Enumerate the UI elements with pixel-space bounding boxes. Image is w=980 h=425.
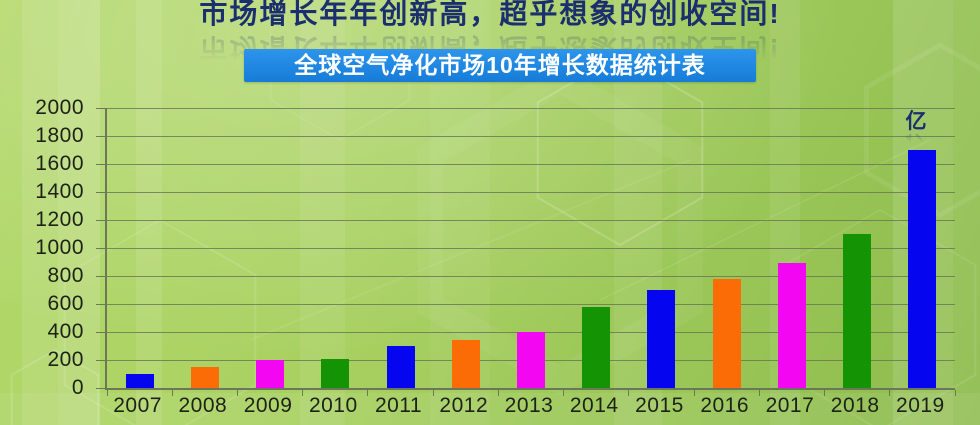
x-axis-label: 2009 xyxy=(243,394,293,417)
chart-bar-2015 xyxy=(647,290,676,388)
x-axis-tick xyxy=(302,390,304,396)
gridline xyxy=(107,275,955,277)
subtitle-banner: 全球空气净化市场10年增长数据统计表 xyxy=(244,49,756,82)
x-axis-label: 2017 xyxy=(765,394,815,417)
y-axis-tick xyxy=(96,303,105,305)
y-axis-label: 0 xyxy=(71,376,84,399)
gridline xyxy=(107,135,955,137)
x-axis-tick xyxy=(432,390,434,396)
y-axis-labels: 0 200 400 600 800 1000 1200 1400 1600 1800 2000 xyxy=(0,96,84,399)
chart-bar-2019 xyxy=(908,150,937,388)
x-axis-label: 2016 xyxy=(700,394,750,417)
gridline xyxy=(107,303,955,305)
x-axis-tick xyxy=(367,390,369,396)
x-axis-tick xyxy=(824,390,826,396)
y-axis-label: 1200 xyxy=(35,208,84,231)
chart-bar-2007 xyxy=(125,374,154,388)
chart-bar-2009 xyxy=(256,360,285,388)
y-axis-tick xyxy=(96,387,105,389)
x-axis-tick xyxy=(236,390,238,396)
gridline xyxy=(107,163,955,165)
unit-label: 亿 xyxy=(905,110,927,133)
y-axis-label: 400 xyxy=(47,320,84,343)
x-axis-tick xyxy=(497,390,499,396)
x-axis-label: 2007 xyxy=(113,394,162,417)
x-axis-label: 2015 xyxy=(635,394,684,417)
unit-label-reflection: 亿 xyxy=(905,134,927,146)
x-axis-label: 2012 xyxy=(439,394,489,417)
y-axis-tick xyxy=(96,275,105,277)
y-axis-label: 800 xyxy=(47,264,84,287)
y-axis-tick xyxy=(96,219,105,221)
bg-bottom-band xyxy=(0,393,980,425)
x-axis-tick xyxy=(106,390,108,396)
gridline xyxy=(107,107,955,109)
plot-area xyxy=(96,107,956,396)
chart-bar-2010 xyxy=(321,358,350,388)
y-axis-label: 1400 xyxy=(35,180,84,203)
x-axis-label: 2014 xyxy=(569,394,619,417)
chart-bar-2018 xyxy=(843,234,872,388)
chart-bar-2017 xyxy=(777,263,806,388)
x-axis-label: 2019 xyxy=(896,394,945,417)
x-axis-tick xyxy=(693,390,695,396)
chart-bar-2008 xyxy=(190,367,219,388)
x-axis-tick xyxy=(889,390,891,396)
gridline xyxy=(107,191,955,193)
chart-bar-2012 xyxy=(451,340,480,388)
x-axis-label: 2011 xyxy=(374,394,423,417)
y-axis-label: 1600 xyxy=(35,152,84,175)
x-axis-label: 2018 xyxy=(830,394,880,417)
x-axis-label: 2008 xyxy=(178,394,228,417)
x-axis-label: 2013 xyxy=(504,394,554,417)
x-axis-tick xyxy=(628,390,630,396)
y-axis-tick xyxy=(96,191,105,193)
x-axis-tick xyxy=(171,390,173,396)
chart-bar-2011 xyxy=(386,346,415,388)
y-axis-tick xyxy=(96,331,105,333)
x-axis-tick xyxy=(758,390,760,396)
y-axis-label: 200 xyxy=(47,348,84,371)
x-axis-tick xyxy=(954,390,956,396)
page-title: 市场增长年年创新高，超乎想象的创收空间! xyxy=(199,0,781,29)
y-axis-tick xyxy=(96,107,105,109)
gridline xyxy=(107,219,955,221)
gridline xyxy=(107,247,955,249)
y-axis-label: 1800 xyxy=(35,124,84,147)
y-axis-label: 2000 xyxy=(35,96,84,119)
chart-bar-2016 xyxy=(712,278,741,388)
chart-bar-2014 xyxy=(582,306,611,388)
x-axis-label: 2010 xyxy=(308,394,358,417)
y-axis-tick xyxy=(96,135,105,137)
y-axis-tick xyxy=(96,359,105,361)
x-axis-tick xyxy=(563,390,565,396)
y-axis-label: 600 xyxy=(47,292,84,315)
y-axis-tick xyxy=(96,163,105,165)
chart-bar-2013 xyxy=(517,332,545,388)
y-axis-label: 1000 xyxy=(35,236,84,259)
y-axis-tick xyxy=(96,247,105,249)
